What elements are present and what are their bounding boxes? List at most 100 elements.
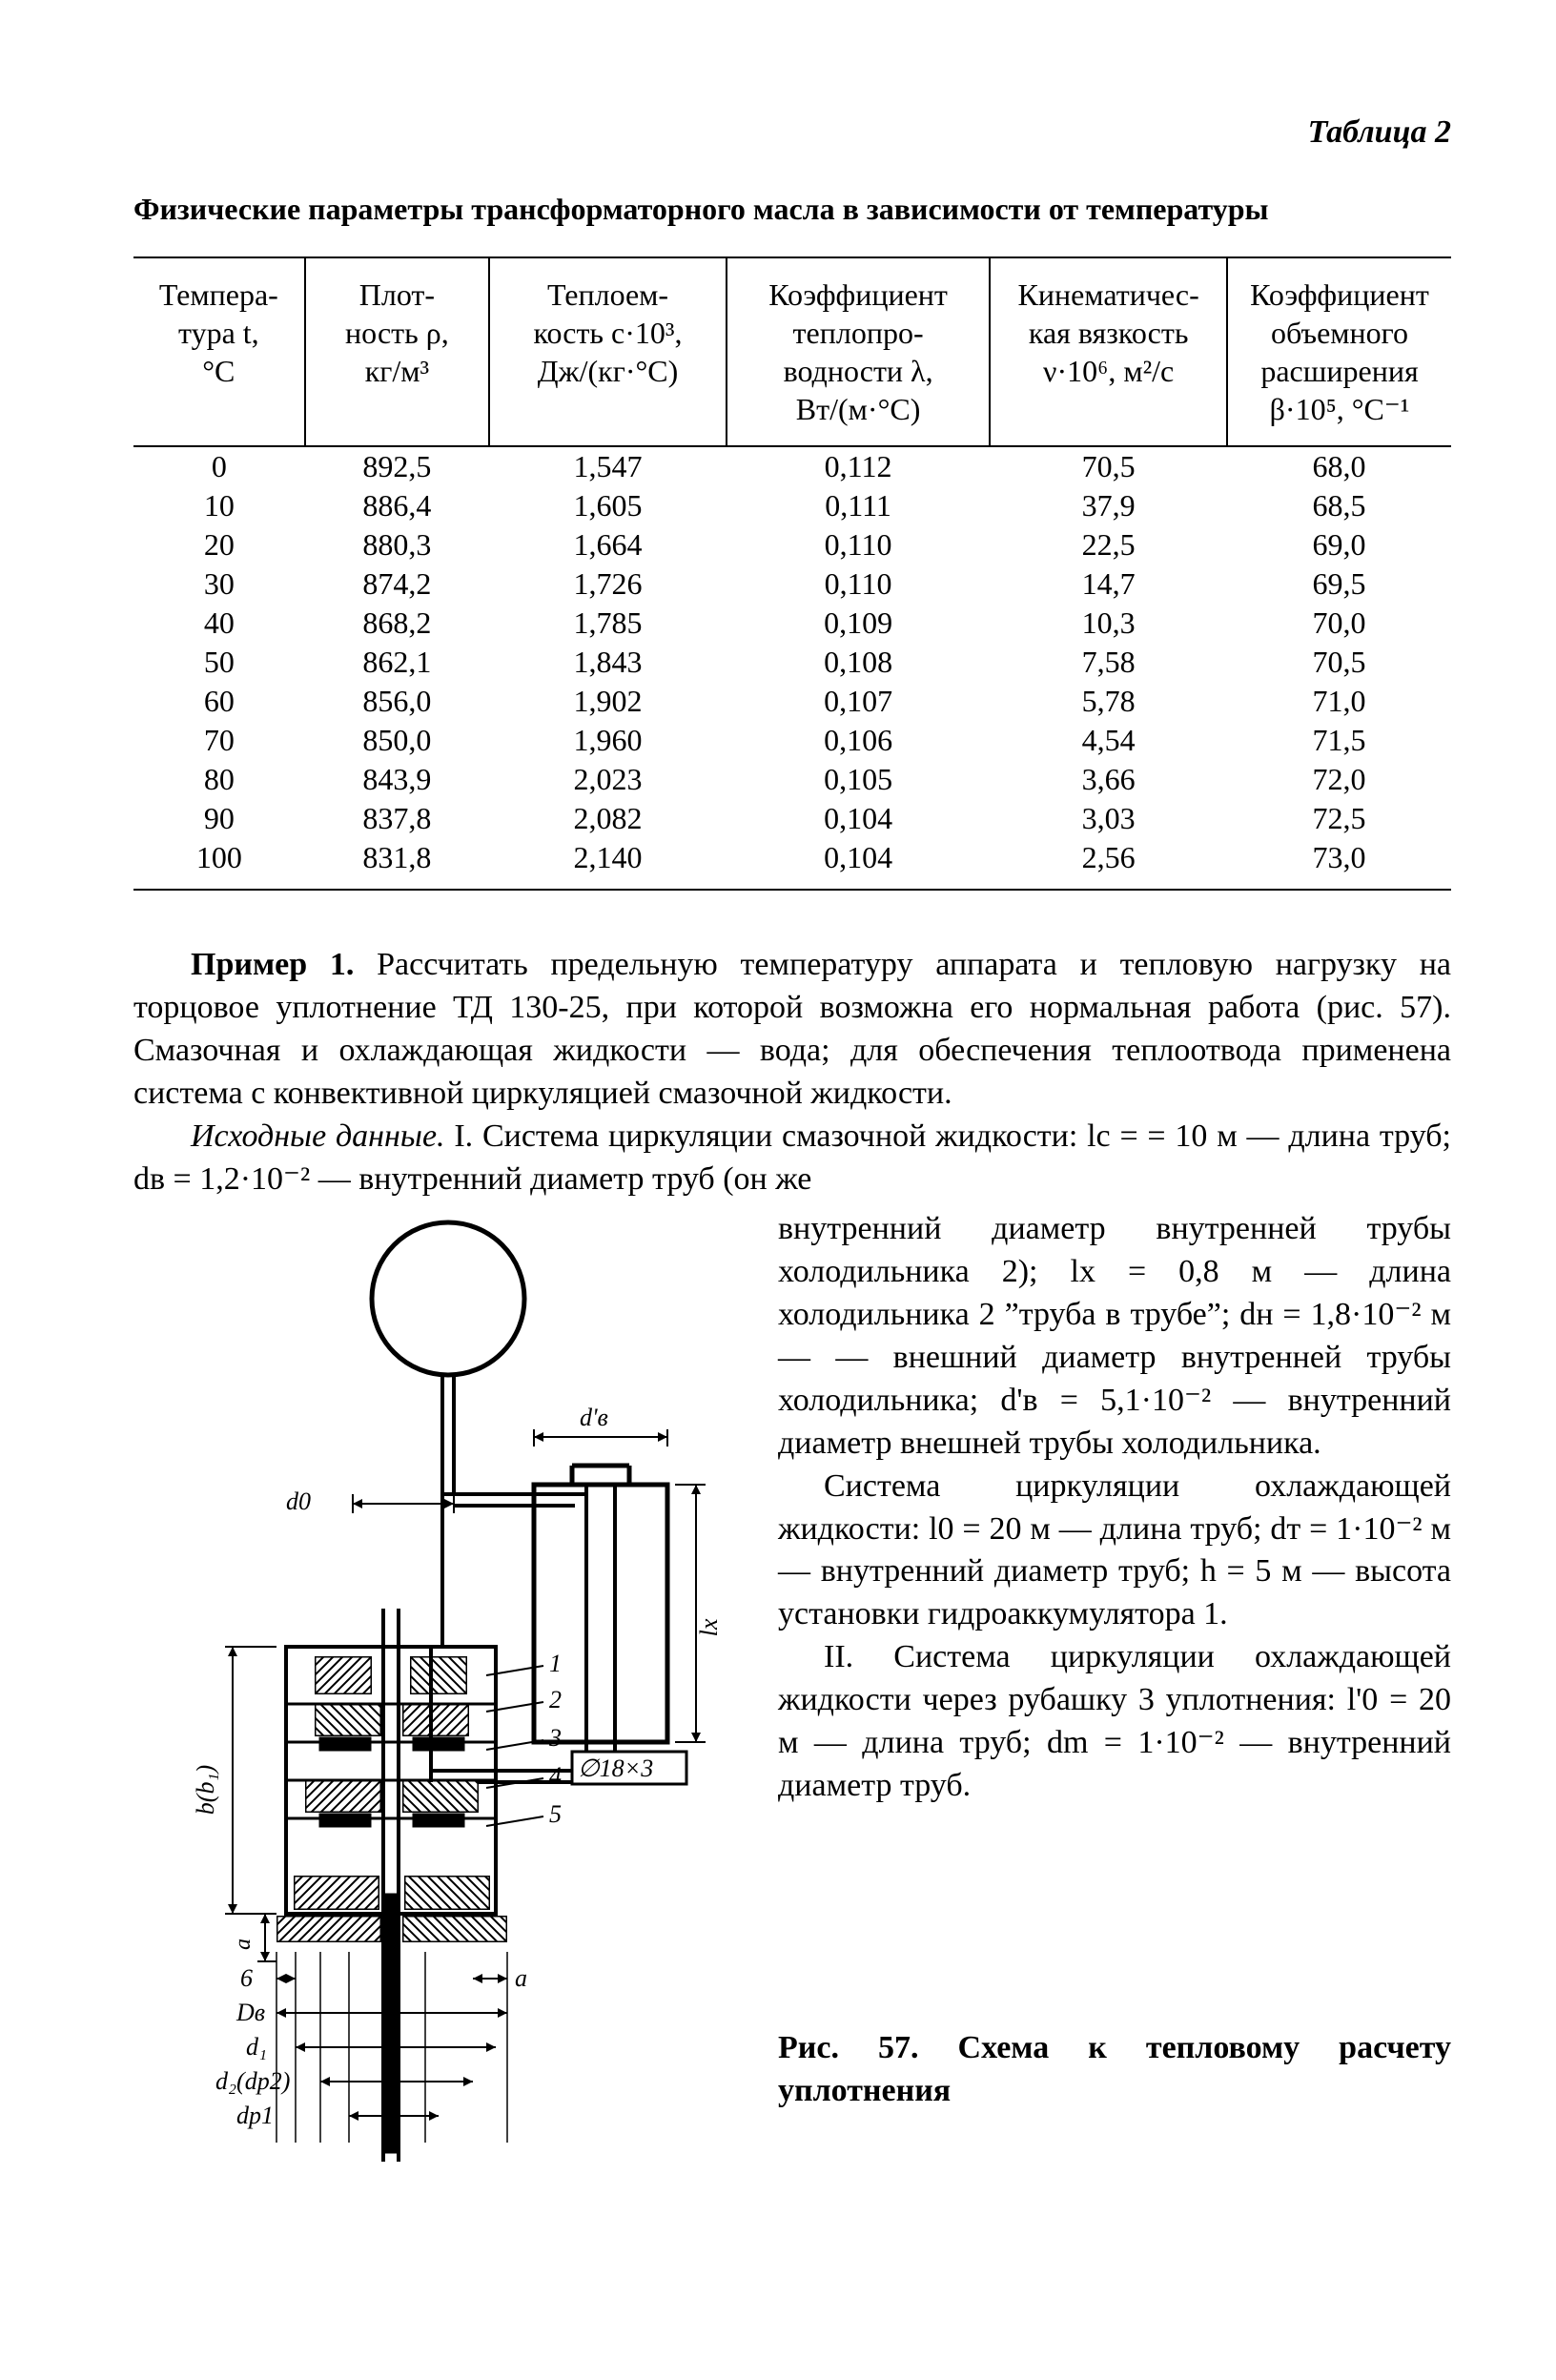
svg-text:b(b₁): b(b₁) <box>192 1765 219 1815</box>
table-cell: 862,1 <box>305 643 489 682</box>
table-cell: 874,2 <box>305 564 489 604</box>
table-cell: 22,5 <box>990 525 1227 564</box>
table-cell: 843,9 <box>305 760 489 799</box>
table-cell: 69,5 <box>1227 564 1451 604</box>
svg-text:3: 3 <box>548 1724 562 1752</box>
table-cell: 20 <box>133 525 305 564</box>
table-cell: 60 <box>133 682 305 721</box>
table-cell: 100 <box>133 838 305 890</box>
table-cell: 0,104 <box>727 838 990 890</box>
table-header-cell: Кинематичес-кая вязкостьν·10⁶, м²/с <box>990 257 1227 446</box>
table-row: 90837,82,0820,1043,0372,5 <box>133 799 1451 838</box>
figure-diagram: d'вlх∅18×3d012345b(b₁)a6Dвd₁d₂(dp2)dp1a <box>133 1208 744 2162</box>
table-cell: 2,023 <box>489 760 727 799</box>
table-cell: 70,0 <box>1227 604 1451 643</box>
table-row: 10886,41,6050,11137,968,5 <box>133 486 1451 525</box>
table-cell: 70,5 <box>1227 643 1451 682</box>
svg-text:d₁: d₁ <box>246 2033 267 2061</box>
table-cell: 68,0 <box>1227 446 1451 486</box>
table-cell: 880,3 <box>305 525 489 564</box>
svg-text:5: 5 <box>549 1800 562 1828</box>
table-cell: 0,108 <box>727 643 990 682</box>
svg-text:d0: d0 <box>286 1488 311 1515</box>
table-cell: 0,106 <box>727 721 990 760</box>
table-cell: 10,3 <box>990 604 1227 643</box>
table-cell: 0,110 <box>727 525 990 564</box>
table-cell: 4,54 <box>990 721 1227 760</box>
svg-text:2: 2 <box>549 1686 562 1713</box>
svg-text:d'в: d'в <box>580 1404 608 1431</box>
table-cell: 831,8 <box>305 838 489 890</box>
table-cell: 3,03 <box>990 799 1227 838</box>
svg-text:∅18×3: ∅18×3 <box>578 1754 653 1782</box>
table-cell: 0,109 <box>727 604 990 643</box>
table-cell: 0,107 <box>727 682 990 721</box>
table-cell: 0,112 <box>727 446 990 486</box>
svg-text:a: a <box>231 1939 256 1950</box>
figure-caption: Рис. 57. Схема к тепловому расчету уплот… <box>778 2027 1451 2113</box>
table-cell: 70 <box>133 721 305 760</box>
table-body: 0892,51,5470,11270,568,010886,41,6050,11… <box>133 446 1451 890</box>
table-header-cell: Коэффициенттеплопро-водности λ,Вт/(м·°С) <box>727 257 990 446</box>
svg-text:dp1: dp1 <box>236 2102 274 2129</box>
table-cell: 72,0 <box>1227 760 1451 799</box>
table-cell: 14,7 <box>990 564 1227 604</box>
table-cell: 1,902 <box>489 682 727 721</box>
table-cell: 1,843 <box>489 643 727 682</box>
table-header-cell: Теплоем-кость c·10³,Дж/(кг·°С) <box>489 257 727 446</box>
table-cell: 0 <box>133 446 305 486</box>
table-row: 50862,11,8430,1087,5870,5 <box>133 643 1451 682</box>
table-row: 40868,21,7850,10910,370,0 <box>133 604 1451 643</box>
table-cell: 837,8 <box>305 799 489 838</box>
table-row: 100831,82,1400,1042,5673,0 <box>133 838 1451 890</box>
table-cell: 0,105 <box>727 760 990 799</box>
table-row: 30874,21,7260,11014,769,5 <box>133 564 1451 604</box>
table-row: 80843,92,0230,1053,6672,0 <box>133 760 1451 799</box>
figure-caption-label: Рис. 57. <box>778 2030 918 2065</box>
table-cell: 1,547 <box>489 446 727 486</box>
table-cell: 1,605 <box>489 486 727 525</box>
svg-text:Dв: Dв <box>235 1999 265 2026</box>
right-paragraph-1: внутренний диаметр внутренней трубы холо… <box>778 1208 1451 1465</box>
table-cell: 80 <box>133 760 305 799</box>
table-header-row: Темпера-тура t,°CПлот-ность ρ,кг/м³Тепло… <box>133 257 1451 446</box>
table-cell: 71,0 <box>1227 682 1451 721</box>
table-cell: 1,664 <box>489 525 727 564</box>
svg-text:1: 1 <box>549 1650 562 1677</box>
table-cell: 3,66 <box>990 760 1227 799</box>
table-row: 60856,01,9020,1075,7871,0 <box>133 682 1451 721</box>
table-cell: 30 <box>133 564 305 604</box>
right-paragraph-2: Система циркуляции охлаждающей жидкости:… <box>778 1466 1451 1637</box>
text-column: внутренний диаметр внутренней трубы холо… <box>778 1208 1451 2162</box>
table-cell: 10 <box>133 486 305 525</box>
table-cell: 7,58 <box>990 643 1227 682</box>
svg-text:4: 4 <box>549 1762 562 1790</box>
table-cell: 68,5 <box>1227 486 1451 525</box>
paragraph-initial-data: Исходные данные. I. Система циркуляции с… <box>133 1116 1451 1201</box>
table-cell: 50 <box>133 643 305 682</box>
table-cell: 40 <box>133 604 305 643</box>
table-cell: 5,78 <box>990 682 1227 721</box>
table-cell: 0,111 <box>727 486 990 525</box>
table-cell: 1,785 <box>489 604 727 643</box>
svg-text:a: a <box>515 1964 527 1992</box>
table-cell: 0,110 <box>727 564 990 604</box>
table-row: 0892,51,5470,11270,568,0 <box>133 446 1451 486</box>
table-cell: 892,5 <box>305 446 489 486</box>
paragraph-example: Пример 1. Рассчитать предельную температ… <box>133 944 1451 1116</box>
table-cell: 2,140 <box>489 838 727 890</box>
table-cell: 850,0 <box>305 721 489 760</box>
example-label: Пример 1. <box>191 947 354 982</box>
figure-column: d'вlх∅18×3d012345b(b₁)a6Dвd₁d₂(dp2)dp1a <box>133 1208 744 2162</box>
table-header-cell: Коэффициентобъемногорасширенияβ·10⁵, °С⁻… <box>1227 257 1451 446</box>
two-column-section: d'вlх∅18×3d012345b(b₁)a6Dвd₁d₂(dp2)dp1a … <box>133 1208 1451 2162</box>
table-title: Физические параметры трансформаторного м… <box>133 189 1451 230</box>
table-cell: 1,726 <box>489 564 727 604</box>
right-paragraph-3: II. Система циркуляции охлаждающей жидко… <box>778 1636 1451 1808</box>
table-cell: 886,4 <box>305 486 489 525</box>
table-cell: 73,0 <box>1227 838 1451 890</box>
table-cell: 0,104 <box>727 799 990 838</box>
table-cell: 71,5 <box>1227 721 1451 760</box>
body-text: Пример 1. Рассчитать предельную температ… <box>133 944 1451 1200</box>
svg-text:lх: lх <box>695 1619 723 1637</box>
